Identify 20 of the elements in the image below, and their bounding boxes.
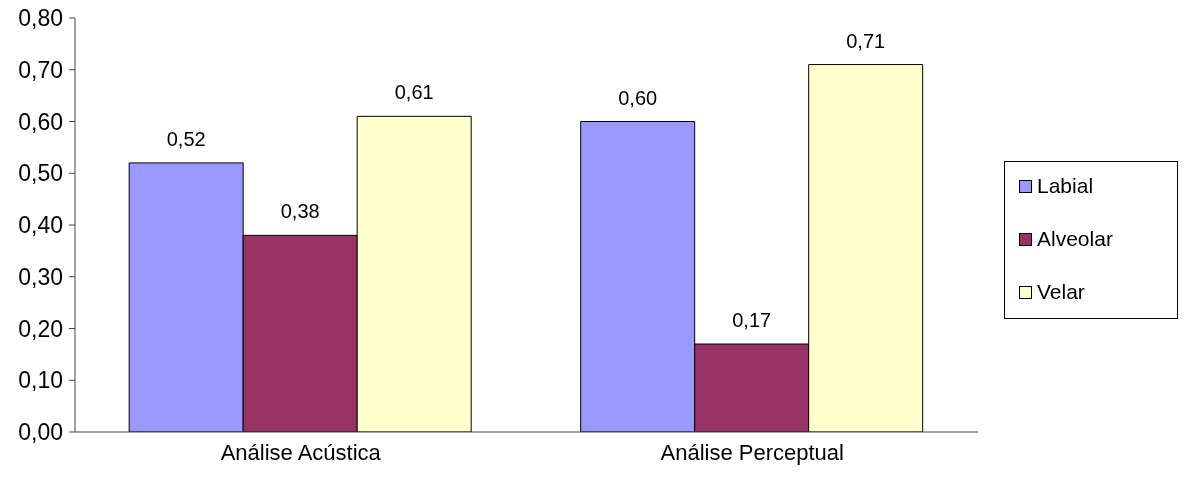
y-tick-label: 0,60 (18, 108, 63, 135)
data-label: 0,17 (732, 309, 772, 332)
y-tick-label: 0,40 (18, 212, 63, 239)
y-tick-label: 0,20 (18, 315, 63, 342)
data-label: 0,71 (846, 29, 886, 52)
legend-label: Labial (1037, 174, 1094, 198)
x-tick-label: Análise Perceptual (660, 439, 844, 465)
data-label: 0,60 (618, 86, 658, 109)
y-tick-label: 0,80 (18, 5, 63, 32)
x-tick-label: Análise Acústica (220, 439, 382, 465)
legend-label: Velar (1037, 280, 1085, 304)
y-tick-label: 0,00 (18, 419, 63, 446)
y-tick-label: 0,70 (18, 56, 63, 83)
data-label: 0,52 (166, 127, 206, 150)
y-tick-label: 0,30 (18, 263, 63, 290)
data-label: 0,61 (394, 81, 434, 104)
data-label: 0,38 (280, 200, 320, 223)
legend-label: Alveolar (1037, 227, 1113, 251)
y-tick-label: 0,10 (18, 367, 63, 394)
y-tick-label: 0,50 (18, 160, 63, 187)
